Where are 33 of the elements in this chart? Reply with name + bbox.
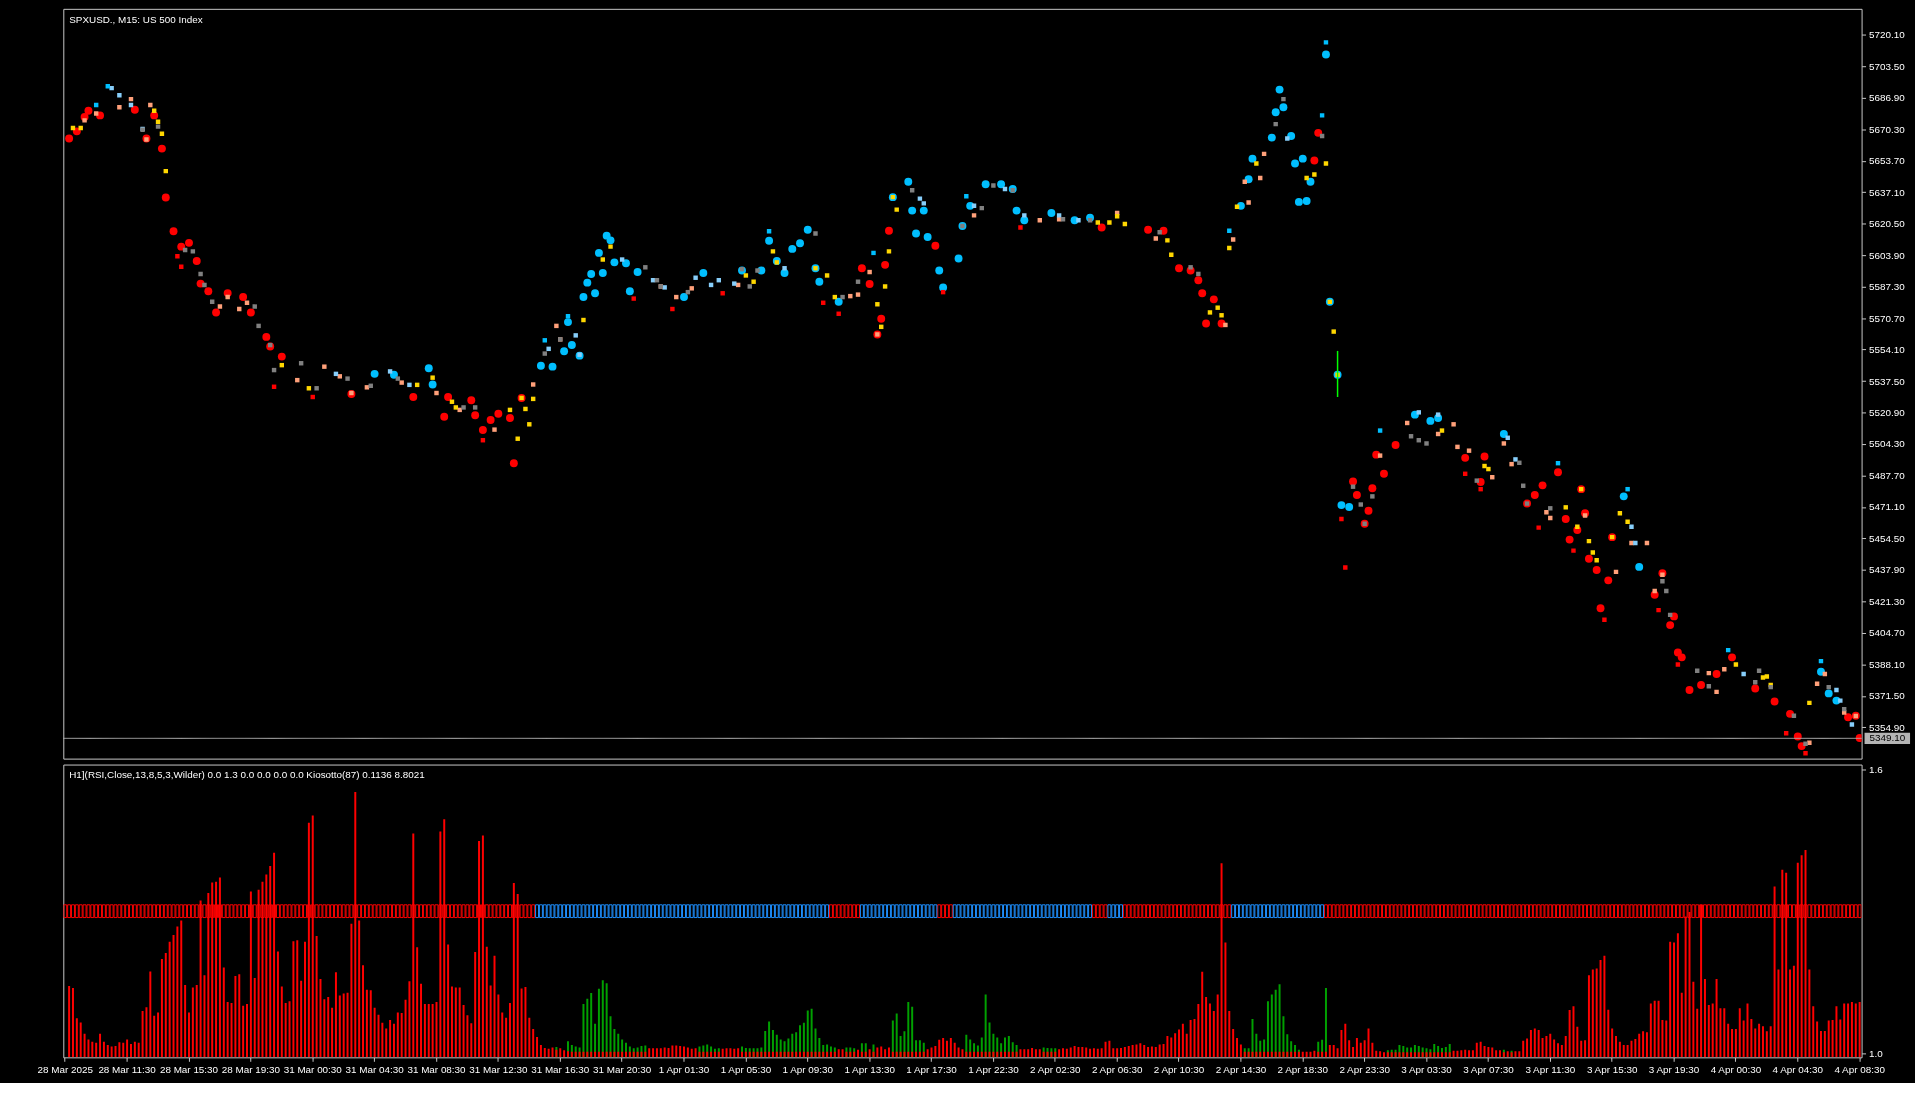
x-tick-label: 31 Mar 08:30 [407,1063,467,1075]
x-tick-label: 3 Apr 03:30 [1401,1063,1453,1075]
x-tick-label: 31 Mar 16:30 [531,1063,590,1075]
x-tick-label: 2 Apr 14:30 [1215,1063,1267,1075]
x-tick-label: 3 Apr 11:30 [1525,1063,1576,1075]
x-tick-label: 31 Mar 00:30 [283,1063,343,1075]
x-tick-label: 2 Apr 06:30 [1091,1063,1143,1075]
x-tick-label: 31 Mar 04:30 [345,1063,405,1075]
x-tick-label: 2 Apr 23:30 [1339,1063,1391,1075]
x-tick-label: 3 Apr 07:30 [1463,1063,1515,1075]
x-tick-label: 3 Apr 19:30 [1648,1063,1700,1075]
x-tick-label: 2 Apr 18:30 [1277,1063,1329,1075]
x-tick-label: 1 Apr 01:30 [658,1063,710,1075]
x-tick-label: 28 Mar 15:30 [159,1063,219,1075]
x-tick-label: 4 Apr 00:30 [1710,1063,1762,1075]
x-tick-label: 2 Apr 02:30 [1030,1063,1082,1075]
x-tick-label: 28 Mar 2025 [37,1063,94,1075]
x-tick-label: 28 Mar 19:30 [221,1063,281,1075]
x-tick-label: 1 Apr 13:30 [844,1063,896,1075]
x-tick-label: 28 Mar 11:30 [98,1063,157,1075]
x-tick-label: 4 Apr 04:30 [1772,1063,1824,1075]
x-tick-label: 31 Mar 12:30 [469,1063,528,1075]
y-tick-label: 1.0 [1869,1047,1884,1059]
x-tick-label: 1 Apr 09:30 [782,1063,834,1075]
y-tick-label: 1.6 [1869,764,1884,776]
x-tick-label: 4 Apr 08:30 [1834,1063,1886,1075]
x-tick-label: 1 Apr 17:30 [906,1063,958,1075]
text: H1](RSI,Close,13,8,5,3,Wilder) 0.0 1.3 0.0 0.0 0.0 0.0 Kiosotto(87) 0.1136 8.8021 [69,769,426,781]
x-tick-label: 1 Apr 05:30 [720,1063,772,1075]
x-tick-label: 2 Apr 10:30 [1153,1063,1205,1075]
x-tick-label: 3 Apr 15:30 [1586,1063,1638,1075]
x-tick-label: 1 Apr 22:30 [968,1063,1020,1075]
x-tick-label: 31 Mar 20:30 [593,1063,652,1075]
